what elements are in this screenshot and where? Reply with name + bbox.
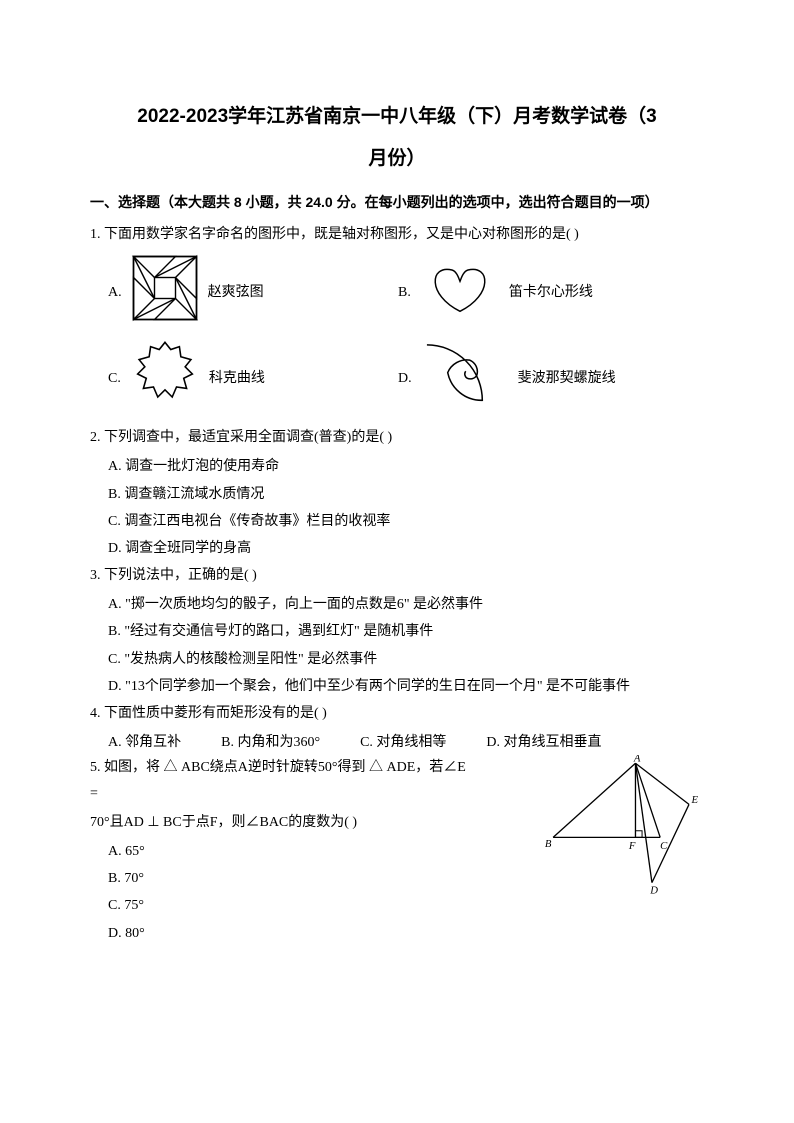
q1-opt-C-letter: C. [108,366,121,391]
q4-opt-A: A. 邻角互补 [108,730,181,755]
q5-figure: A B C D E F [534,755,704,904]
cardioid-icon [419,258,501,327]
q1-opt-A-label: 赵爽弦图 [208,280,264,305]
q5-label-F: F [628,840,636,852]
q3-opt-A: A. "掷一次质地均匀的骰子，向上一面的点数是6" 是必然事件 [108,592,704,617]
q5-number: 5. [90,760,101,775]
koch-curve-icon [129,338,201,419]
q2-number: 2. [90,430,101,445]
q3-opt-C: C. "发热病人的核酸检测呈阳性" 是必然事件 [108,647,704,672]
zhaoshuang-diagram-icon [130,253,200,332]
q2-options: A. 调查一批灯泡的使用寿命 B. 调查赣江流域水质情况 C. 调查江西电视台《… [90,454,704,561]
q4-opt-D: D. 对角线互相垂直 [486,730,601,755]
q2-text: 下列调查中，最适宜采用全面调查(普查)的是( ) [104,430,392,445]
question-2: 2. 下列调查中，最适宜采用全面调查(普查)的是( ) [90,425,704,450]
q4-number: 4. [90,706,101,721]
q5-text-line2: 70°且AD ⊥ BC于点F，则∠BAC的度数为( ) [90,810,470,835]
q4-options: A. 邻角互补 B. 内角和为360° C. 对角线相等 D. 对角线互相垂直 [108,730,704,755]
exam-title-line2: 月份） [90,142,704,176]
q2-opt-C: C. 调查江西电视台《传奇故事》栏目的收视率 [108,509,704,534]
q1-opt-D-letter: D. [398,366,412,391]
q5-opt-B: B. 70° [108,866,470,891]
q5-label-C: C [660,840,668,852]
q3-text: 下列说法中，正确的是( ) [104,568,257,583]
q4-opt-B: B. 内角和为360° [221,730,320,755]
q5-opt-C: C. 75° [108,893,470,918]
q2-opt-B: B. 调查赣江流域水质情况 [108,482,704,507]
q2-opt-A: A. 调查一批灯泡的使用寿命 [108,454,704,479]
q3-opt-B: B. "经过有交通信号灯的路口，遇到红灯" 是随机事件 [108,619,704,644]
q5-label-A: A [633,755,641,765]
q1-opt-B-letter: B. [398,280,411,305]
q1-opt-C-label: 科克曲线 [209,366,265,391]
q1-number: 1. [90,227,101,242]
q5-label-E: E [690,794,698,806]
q1-text: 下面用数学家名字命名的图形中，既是轴对称图形，又是中心对称图形的是( ) [104,227,579,242]
q1-opt-B-label: 笛卡尔心形线 [509,280,593,305]
question-5: 5. 如图，将 △ ABC绕点A逆时针旋转50°得到 △ ADE，若∠E = 7… [90,755,704,945]
q1-options-row1: A. 赵爽弦图 B. 笛卡尔心形线 [108,253,704,332]
exam-title-line1: 2022-2023学年江苏省南京一中八年级（下）月考数学试卷（3 [90,100,704,134]
q5-opt-D: D. 80° [108,921,470,946]
q4-text: 下面性质中菱形有而矩形没有的是( ) [104,706,327,721]
q5-options: A. 65° B. 70° C. 75° D. 80° [90,839,470,946]
q3-opt-D: D. "13个同学参加一个聚会，他们中至少有两个同学的生日在同一个月" 是不可能… [108,674,704,699]
question-4: 4. 下面性质中菱形有而矩形没有的是( ) [90,701,704,726]
q4-opt-C: C. 对角线相等 [360,730,446,755]
section-1-header: 一、选择题（本大题共 8 小题，共 24.0 分。在每小题列出的选项中，选出符合… [90,190,704,215]
q5-text-line1: 如图，将 △ ABC绕点A逆时针旋转50°得到 △ ADE，若∠E = [90,760,466,800]
q3-options: A. "掷一次质地均匀的骰子，向上一面的点数是6" 是必然事件 B. "经过有交… [90,592,704,699]
q5-label-B: B [545,839,552,851]
q5-opt-A: A. 65° [108,839,470,864]
question-3: 3. 下列说法中，正确的是( ) [90,563,704,588]
question-1: 1. 下面用数学家名字命名的图形中，既是轴对称图形，又是中心对称图形的是( ) [90,222,704,247]
q2-opt-D: D. 调查全班同学的身高 [108,536,704,561]
q3-number: 3. [90,568,101,583]
q1-options-row2: C. 科克曲线 D. 斐波那契螺旋线 [108,338,704,419]
fibonacci-spiral-icon [420,338,510,419]
q1-opt-D-label: 斐波那契螺旋线 [518,366,616,391]
q5-label-D: D [649,885,658,896]
q1-opt-A-letter: A. [108,280,122,305]
